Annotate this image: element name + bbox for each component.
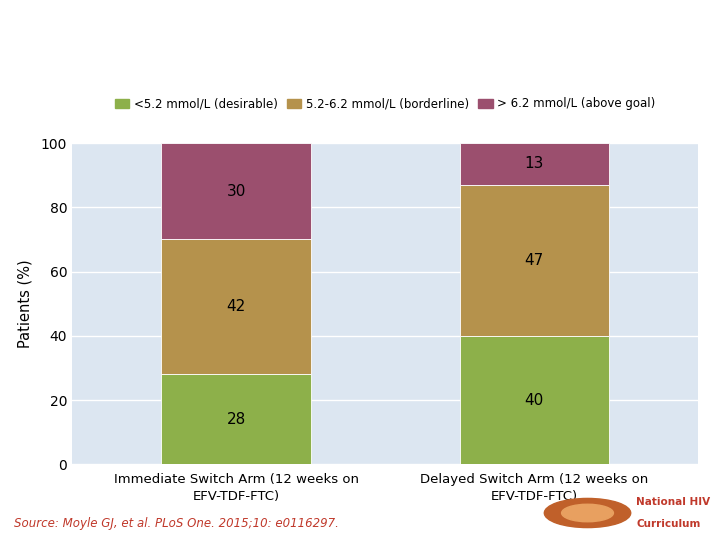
- Text: Source: Moyle GJ, et al. PLoS One. 2015;10: e0116297.: Source: Moyle GJ, et al. PLoS One. 2015;…: [14, 516, 339, 530]
- Y-axis label: Patients (%): Patients (%): [17, 259, 32, 348]
- Text: 30: 30: [226, 184, 246, 199]
- Text: Fasting Total Cholesterol by NCEP Thresholds: Fasting Total Cholesterol by NCEP Thresh…: [11, 113, 400, 128]
- Legend: <5.2 mmol/L (desirable), 5.2-6.2 mmol/L (borderline), > 6.2 mmol/L (above goal): <5.2 mmol/L (desirable), 5.2-6.2 mmol/L …: [110, 93, 660, 115]
- Text: 13: 13: [525, 157, 544, 172]
- Bar: [161, 374, 310, 464]
- Text: National HIV: National HIV: [636, 497, 711, 507]
- Text: ROCKET-1: Result: ROCKET-1: Result: [14, 55, 246, 78]
- Circle shape: [544, 498, 631, 528]
- Text: Switch from EFV + ABC-3TC to EFV-TDF-FTC: Switch from EFV + ABC-3TC to EFV-TDF-FTC: [14, 22, 440, 39]
- Bar: [161, 240, 310, 374]
- Bar: [460, 185, 609, 336]
- Text: 40: 40: [525, 393, 544, 408]
- Text: 42: 42: [226, 300, 246, 314]
- Bar: [460, 336, 609, 464]
- Bar: [460, 143, 609, 185]
- Text: 28: 28: [226, 412, 246, 427]
- Text: Curriculum: Curriculum: [636, 519, 701, 529]
- Text: 47: 47: [525, 253, 544, 268]
- Circle shape: [562, 504, 613, 522]
- Bar: [161, 143, 310, 240]
